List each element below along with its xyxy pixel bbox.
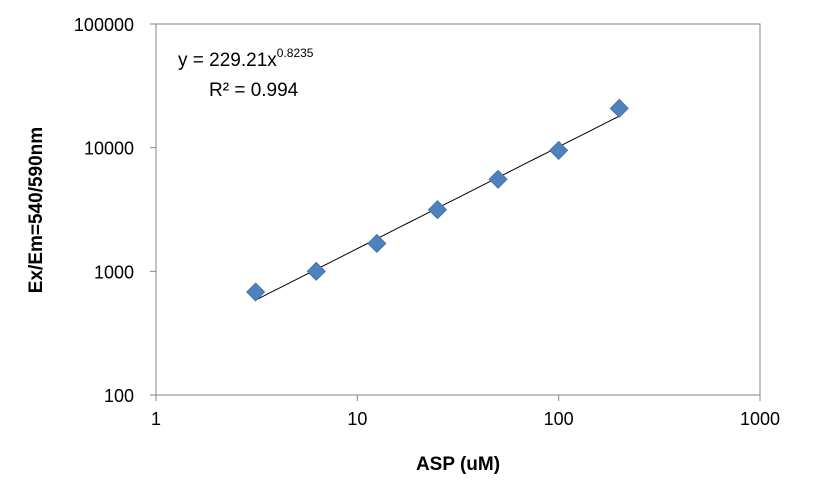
x-axis-title: ASP (uM) (416, 454, 500, 475)
data-point (367, 233, 387, 254)
y-tick-label: 1000 (94, 262, 134, 282)
data-point (306, 261, 326, 281)
y-tick-label: 100 (104, 386, 134, 406)
data-point (246, 282, 266, 302)
y-axis: 100 1000 10000 100000 (74, 15, 156, 406)
x-tick-label: 1000 (740, 409, 780, 429)
y-tick-label: 100000 (74, 15, 134, 35)
r-squared-label: R² = 0.994 (209, 80, 299, 101)
data-point (609, 98, 629, 118)
equation-base: y = 229.21x (178, 50, 277, 71)
trendline-equation: y = 229.21x0.8235 (178, 46, 314, 71)
x-tick-label: 100 (544, 409, 574, 429)
plot-frame (155, 23, 761, 396)
x-axis: 1 10 100 1000 (151, 395, 780, 429)
data-point (488, 169, 508, 189)
y-axis-title: Ex/Em=540/590nm (26, 127, 47, 293)
data-points (246, 98, 629, 302)
x-tick-label: 1 (151, 409, 161, 429)
data-point (427, 200, 448, 220)
plot-area (155, 23, 761, 396)
equation-exponent: 0.8235 (277, 46, 314, 60)
data-point (549, 140, 569, 160)
x-tick-label: 10 (347, 409, 367, 429)
y-tick-label: 10000 (84, 139, 134, 159)
